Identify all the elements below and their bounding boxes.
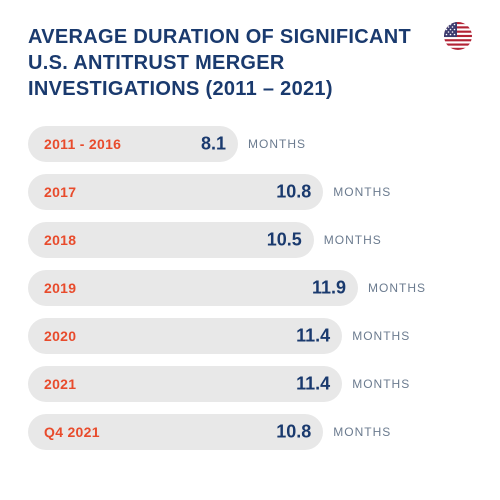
chart-row: Q4 2021 10.8 Months — [28, 414, 472, 450]
us-flag-icon — [444, 22, 472, 50]
bar-label: 2019 — [44, 280, 76, 296]
chart-row: 2018 10.5 Months — [28, 222, 472, 258]
bar-value: 10.8 — [276, 422, 311, 443]
bar: Q4 2021 10.8 — [28, 414, 323, 450]
unit-label: Months — [333, 185, 391, 199]
bar-label: 2020 — [44, 328, 76, 344]
bar-value: 10.8 — [276, 182, 311, 203]
bar-chart: 2011 - 2016 8.1 Months 2017 10.8 Months … — [28, 126, 472, 450]
bar-value: 10.5 — [267, 230, 302, 251]
bar: 2021 11.4 — [28, 366, 342, 402]
bar-value: 11.4 — [296, 374, 330, 395]
chart-title: Average Duration of Significant U.S. Ant… — [28, 24, 432, 102]
bar-label: 2011 - 2016 — [44, 136, 121, 152]
unit-label: Months — [248, 137, 306, 151]
chart-row: 2021 11.4 Months — [28, 366, 472, 402]
chart-row: 2011 - 2016 8.1 Months — [28, 126, 472, 162]
bar-label: 2018 — [44, 232, 76, 248]
bar: 2019 11.9 — [28, 270, 358, 306]
bar-label: Q4 2021 — [44, 424, 100, 440]
unit-label: Months — [368, 281, 426, 295]
bar: 2011 - 2016 8.1 — [28, 126, 238, 162]
unit-label: Months — [333, 425, 391, 439]
bar: 2018 10.5 — [28, 222, 314, 258]
unit-label: Months — [352, 329, 410, 343]
bar-label: 2017 — [44, 184, 76, 200]
bar-value: 11.9 — [312, 278, 346, 299]
unit-label: Months — [352, 377, 410, 391]
chart-row: 2019 11.9 Months — [28, 270, 472, 306]
bar-value: 11.4 — [296, 326, 330, 347]
chart-row: 2017 10.8 Months — [28, 174, 472, 210]
unit-label: Months — [324, 233, 382, 247]
bar-value: 8.1 — [201, 134, 226, 155]
chart-row: 2020 11.4 Months — [28, 318, 472, 354]
header: Average Duration of Significant U.S. Ant… — [28, 24, 472, 102]
bar: 2017 10.8 — [28, 174, 323, 210]
bar-label: 2021 — [44, 376, 76, 392]
bar: 2020 11.4 — [28, 318, 342, 354]
